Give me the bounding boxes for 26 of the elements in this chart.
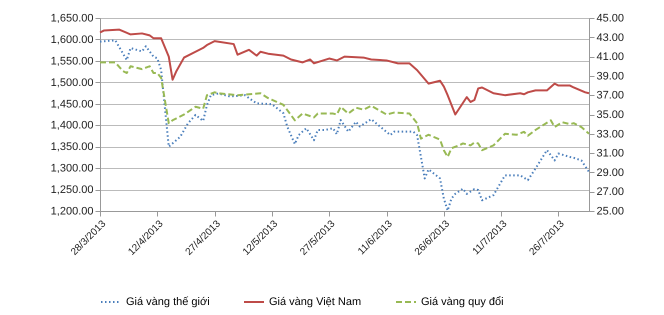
y2-tick-label: 41.00 [596,51,624,64]
y2-tick-label: 43.00 [596,32,624,44]
y-tick-label: 1,300.00 [50,162,94,175]
line-series [99,28,590,116]
y-tick-label: 1,350.00 [50,141,94,154]
y2-tick-label: 27.00 [596,186,624,198]
y2-tick-label: 25.00 [596,206,624,218]
legend-label: Giá vàng quy đổi [421,296,504,308]
y2-tick-label: 33.00 [596,128,624,140]
y-tick-label: 1,600.00 [50,34,94,46]
y2-tick-label: 37.00 [596,90,624,102]
y2-tick-label: 31.00 [596,148,624,160]
y-tick-label: 1,550.00 [50,55,94,68]
y2-tick-label: 39.00 [596,70,624,82]
y-tick-label: 1,650.00 [50,12,94,24]
y-tick-label: 1,500.00 [50,76,94,89]
y2-tick-label: 35.00 [596,109,624,121]
y2-tick-label: 29.00 [596,166,624,179]
legend-label: Giá vàng Việt Nam [269,296,362,308]
y-tick-label: 1,450.00 [50,98,94,110]
y-tick-label: 1,400.00 [50,120,94,132]
y2-tick-label: 45.00 [596,12,624,24]
y-tick-label: 1,250.00 [50,184,94,196]
y-tick-label: 1,200.00 [50,206,94,218]
legend-label: Giá vàng thế giới [126,296,210,308]
line-series [99,61,590,158]
